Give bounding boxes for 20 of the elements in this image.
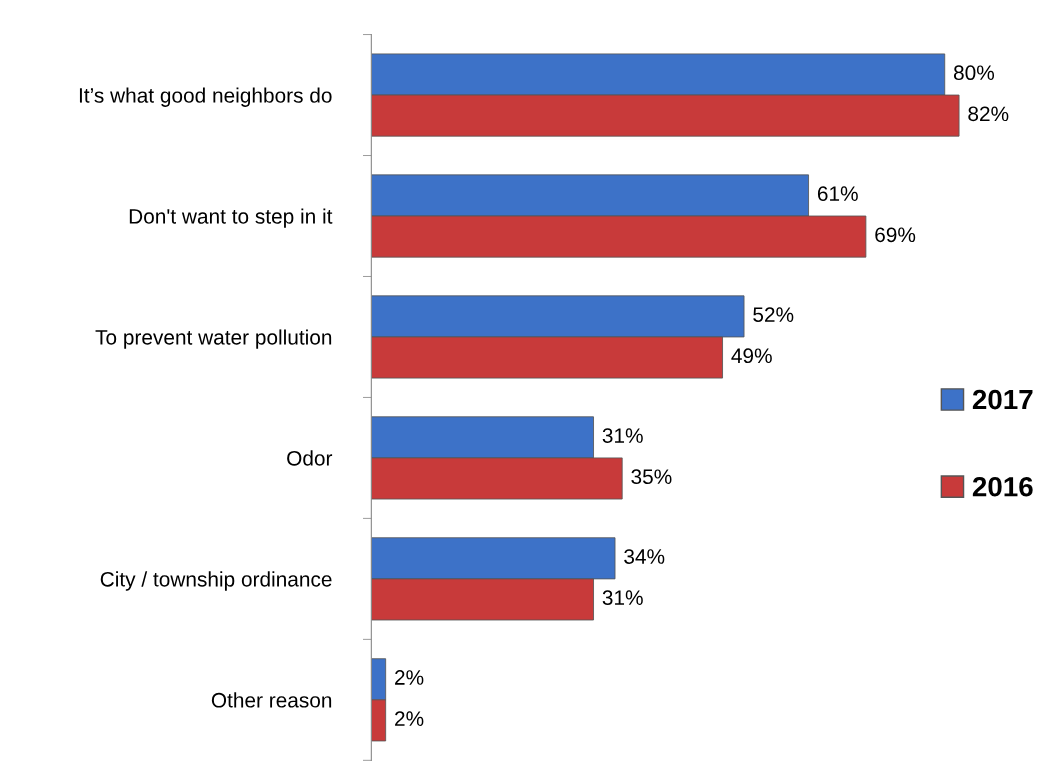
data-label: 49%	[731, 348, 772, 364]
data-label: 2%	[395, 711, 424, 726]
y-tick-label: Don't want to step in it	[129, 208, 333, 228]
data-label: 61%	[817, 186, 858, 202]
y-tick-label: It’s what good neighbors do	[79, 87, 332, 107]
y-tick-label: City / township ordinance	[100, 571, 332, 591]
legend-label: 2016	[972, 476, 1033, 497]
y-tick-label: Odor	[287, 450, 333, 466]
legend-label: 2017	[972, 389, 1033, 410]
data-label: 35%	[631, 469, 672, 485]
data-label: 82%	[968, 106, 1009, 122]
data-label: 31%	[602, 428, 643, 443]
data-label: 34%	[624, 549, 665, 564]
data-label: 80%	[953, 65, 995, 81]
data-label: 69%	[875, 227, 916, 243]
data-label: 2%	[395, 670, 424, 685]
y-tick-label: Other reason	[211, 692, 332, 708]
data-label: 52%	[753, 307, 794, 322]
data-label: 31%	[602, 590, 643, 606]
y-tick-label: To prevent water pollution	[95, 329, 332, 349]
